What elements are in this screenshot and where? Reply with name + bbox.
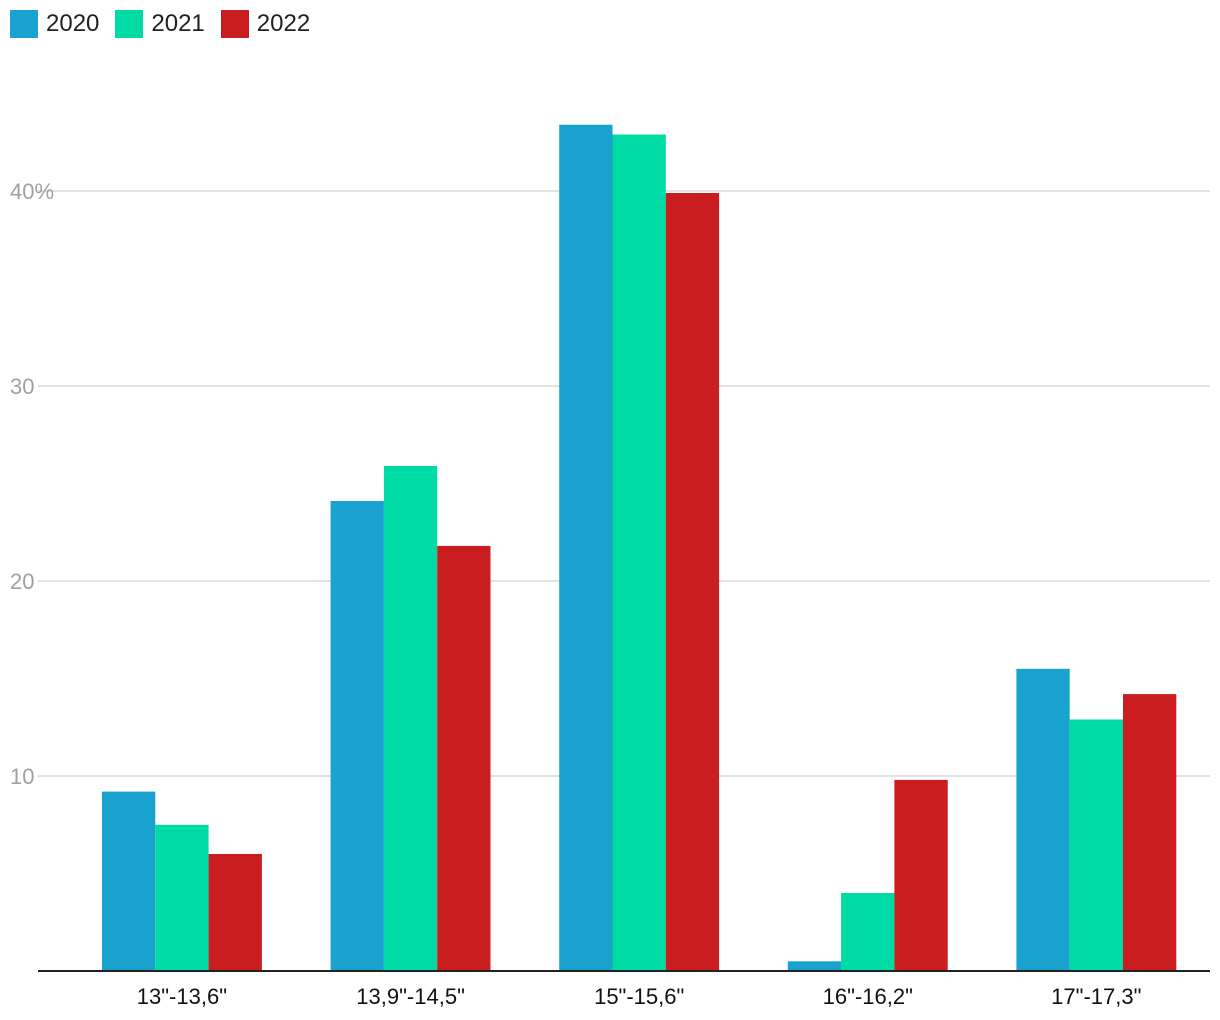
legend-label-2021: 2021: [151, 10, 205, 37]
bar-2022-cat1[interactable]: [437, 545, 491, 971]
bar-2022-cat4[interactable]: [1123, 694, 1177, 971]
x-tick-label-4: 17"-17,3": [1051, 984, 1141, 1009]
bars: [102, 124, 1177, 972]
legend-item-2020[interactable]: 2020: [10, 10, 99, 38]
x-tick-labels: 13"-13,6" 13,9"-14,5" 15"-15,6" 16"-16,2" 17…: [137, 984, 1142, 1009]
y-tick-labels: 10 20 30 40%: [10, 179, 54, 789]
y-tick-label-10: 10: [10, 764, 34, 789]
legend-item-2022[interactable]: 2022: [220, 10, 311, 38]
x-tick-label-2: 15"-15,6": [594, 984, 684, 1009]
bar-2020-cat1[interactable]: [330, 501, 384, 971]
bar-2021-cat1[interactable]: [383, 466, 438, 971]
legend-label-2020: 2020: [46, 10, 100, 37]
legend-swatch-2021: [115, 10, 144, 38]
legend-label-2022: 2022: [256, 10, 311, 37]
legend-item-2021[interactable]: 2021: [115, 10, 205, 38]
y-tick-label-40: 40%: [10, 179, 54, 204]
bar-2022-cat2[interactable]: [665, 193, 720, 971]
bar-2020-cat2[interactable]: [559, 124, 613, 971]
bar-2021-cat3[interactable]: [841, 893, 895, 971]
bar-2020-cat0[interactable]: [102, 791, 156, 971]
x-tick-label-3: 16"-16,2": [823, 984, 913, 1009]
y-tick-label-20: 20: [10, 569, 34, 594]
x-tick-label-0: 13"-13,6": [137, 984, 227, 1009]
bar-2020-cat3[interactable]: [787, 961, 842, 972]
bar-2021-cat2[interactable]: [612, 134, 666, 972]
x-tick-label-1: 13,9"-14,5": [356, 984, 465, 1009]
bar-2021-cat0[interactable]: [155, 824, 209, 972]
bar-2022-cat3[interactable]: [894, 779, 948, 971]
bar-2021-cat4[interactable]: [1069, 719, 1123, 972]
legend-swatch-2022: [220, 10, 249, 38]
bar-2022-cat0[interactable]: [208, 854, 262, 971]
legend-swatch-2020: [10, 10, 38, 38]
bar-2020-cat4[interactable]: [1016, 668, 1070, 972]
legend: 2020 2021 2022: [10, 10, 310, 38]
y-tick-label-30: 30: [10, 374, 34, 399]
